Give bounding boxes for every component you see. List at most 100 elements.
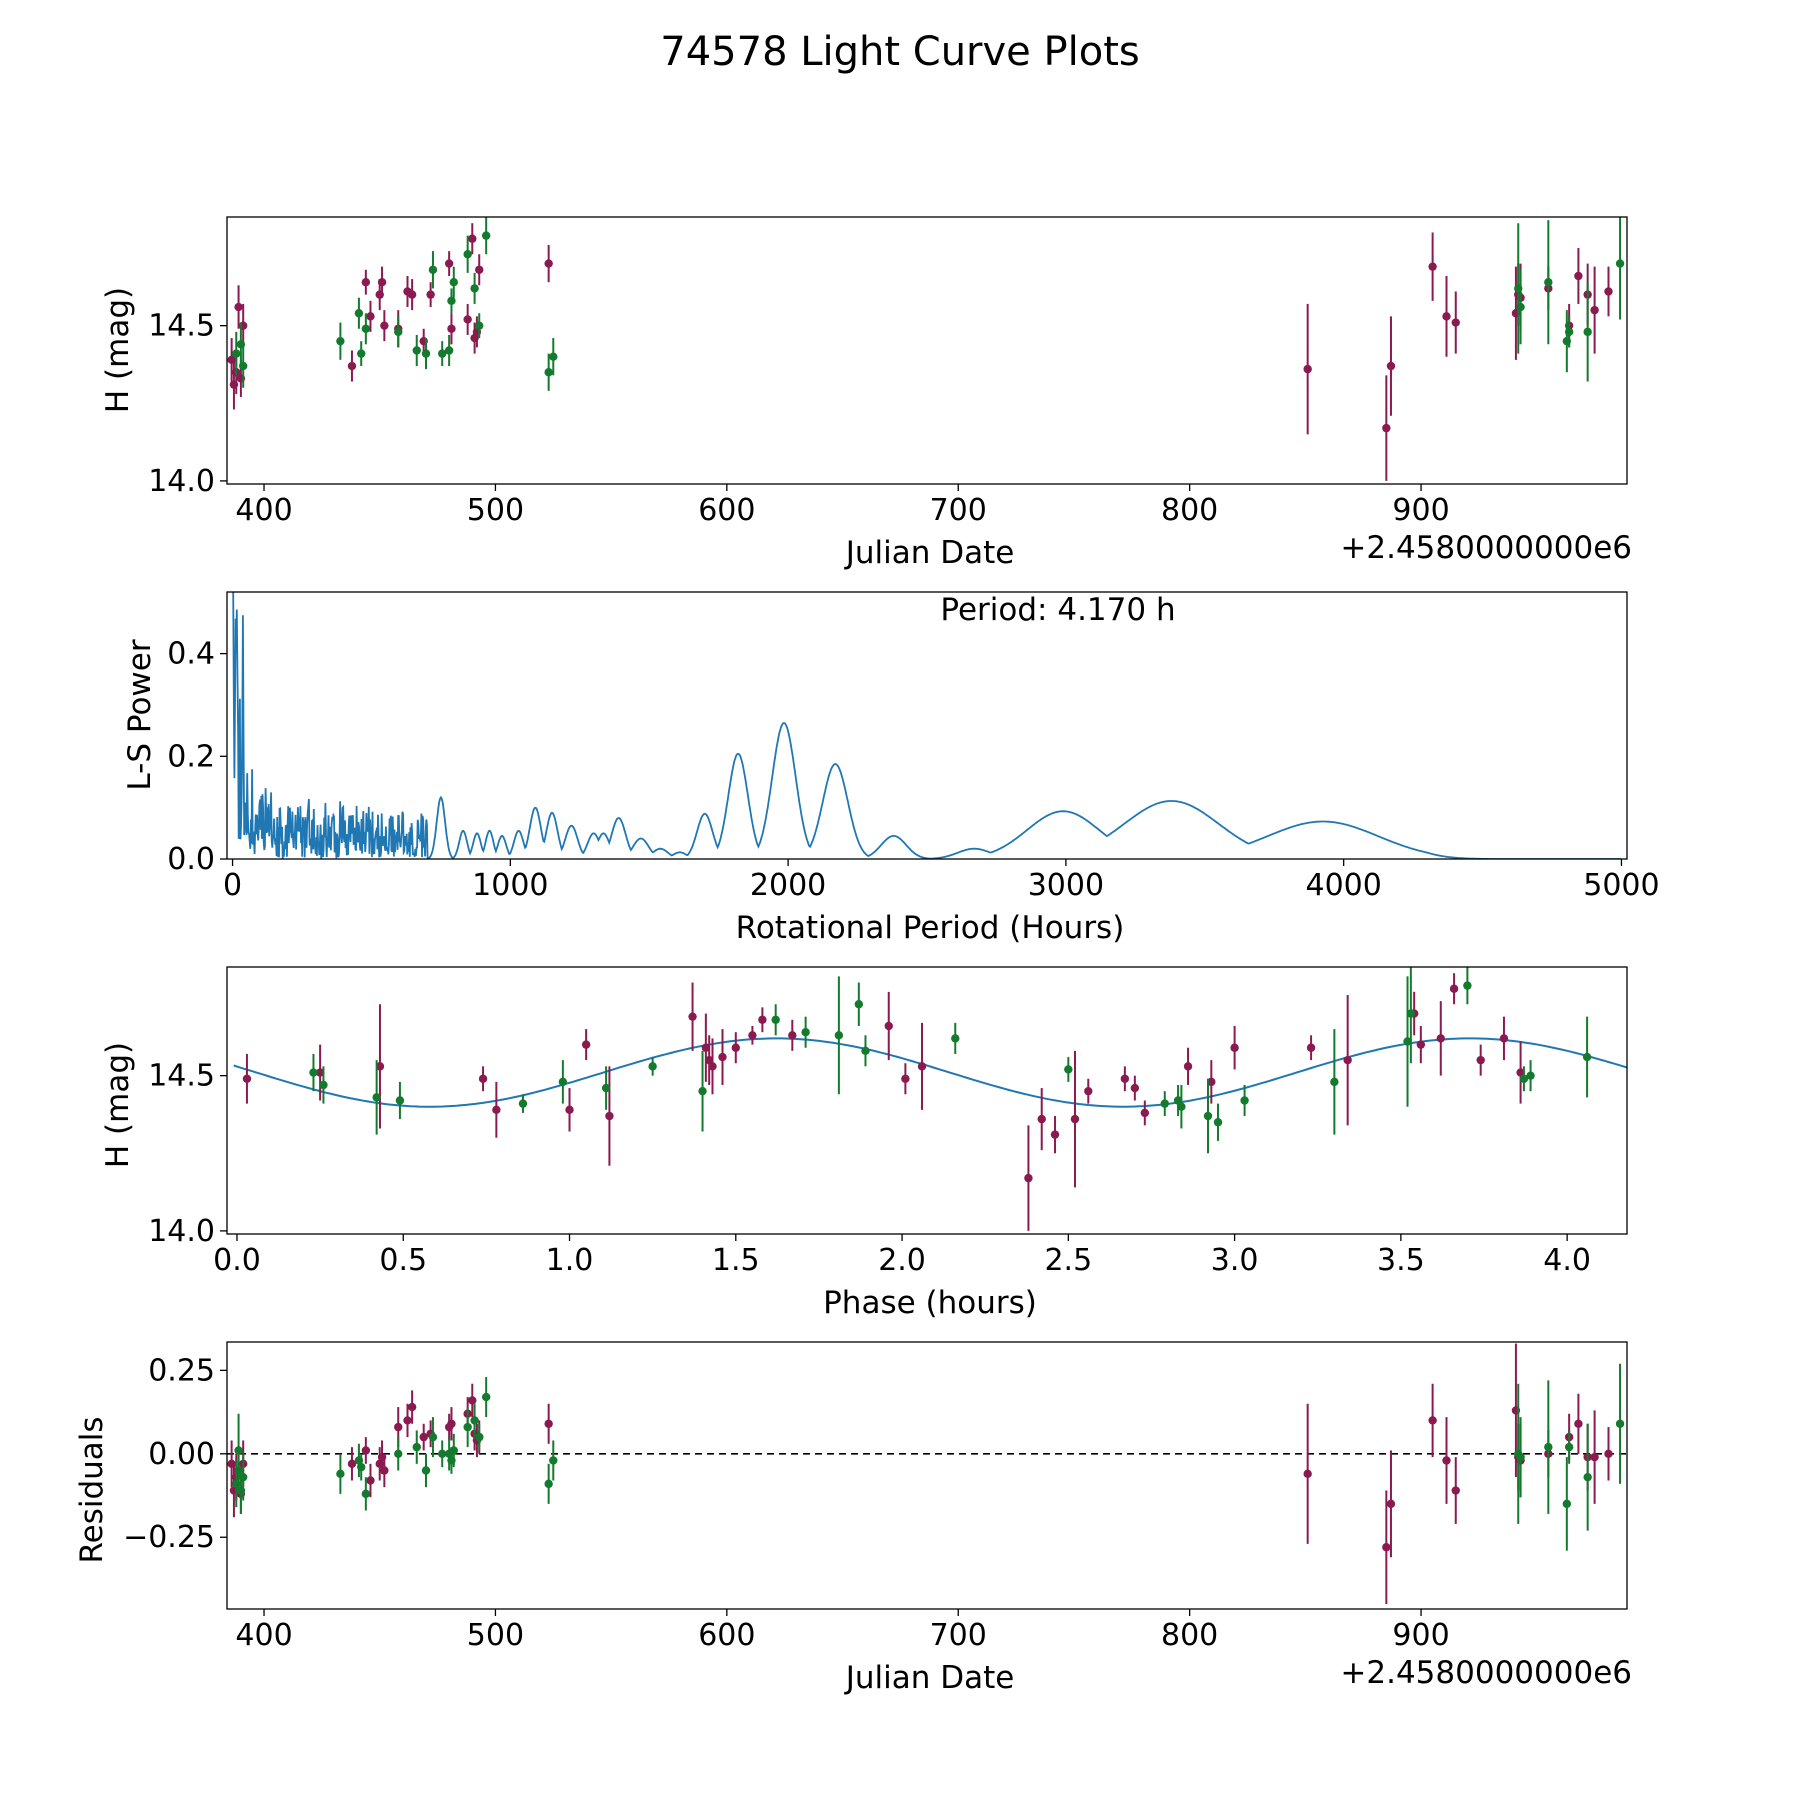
res-point-red	[447, 1419, 456, 1428]
ph-point-green	[372, 1093, 381, 1102]
lc-point-green	[1583, 327, 1592, 337]
lc-point-red	[468, 234, 477, 243]
lc-ytick-label: 14.5	[148, 309, 215, 344]
ph-xtick-label: 3.0	[1211, 1243, 1259, 1278]
residuals-offset-label: +2.4580000000e6	[1340, 1655, 1632, 1691]
res-ytick-label: 0.00	[148, 1437, 215, 1472]
periodogram-panel: L-S Power Rotational Period (Hours) Peri…	[122, 591, 1660, 946]
lc-xtick-label: 800	[1161, 493, 1218, 528]
figure-title: 74578 Light Curve Plots	[660, 29, 1139, 75]
ph-point-red	[605, 1111, 614, 1121]
light-curve-ylabel: H (mag)	[100, 287, 136, 413]
residuals-xlabel: Julian Date	[844, 1660, 1015, 1696]
ph-point-red	[688, 1012, 697, 1021]
ph-point-green	[951, 1034, 960, 1043]
res-point-red	[1590, 1452, 1599, 1462]
res-ytick-label: 0.25	[148, 1353, 215, 1388]
res-point-green	[549, 1456, 558, 1465]
res-point-green	[1615, 1419, 1625, 1428]
lc-point-red	[366, 312, 375, 321]
ph-point-red	[901, 1074, 910, 1083]
res-point-green	[238, 1472, 248, 1482]
ph-point-green	[558, 1077, 568, 1087]
lc-frame	[226, 216, 1628, 485]
res-point-red	[403, 1416, 412, 1425]
res-points	[227, 1343, 1625, 1604]
lc-point-green	[1544, 277, 1553, 287]
ph-point-green	[395, 1096, 405, 1105]
ph-xtick-label: 2.0	[878, 1243, 926, 1278]
ph-point-green	[834, 1031, 844, 1040]
lc-point-green	[481, 231, 491, 240]
lc-point-red	[1590, 305, 1599, 315]
ls-xtick-label: 5000	[1583, 868, 1659, 903]
ph-point-red	[242, 1074, 252, 1083]
res-point-green	[428, 1432, 438, 1442]
lc-point-red	[347, 361, 357, 371]
lc-point-green	[447, 296, 456, 306]
ph-point-red	[1024, 1173, 1033, 1183]
ph-xtick-label: 0.0	[213, 1243, 261, 1278]
lc-xtick-label: 900	[1392, 493, 1449, 528]
res-point-red	[394, 1422, 403, 1432]
lc-point-red	[1382, 423, 1391, 433]
ph-point-green	[1519, 1074, 1529, 1083]
ph-point-red	[718, 1052, 727, 1062]
ph-ytick-label: 14.5	[148, 1059, 215, 1094]
light-curve-offset-label: +2.4580000000e6	[1340, 530, 1632, 566]
res-xtick-label: 500	[467, 1618, 524, 1653]
ph-point-green	[698, 1086, 707, 1096]
ph-point-red	[701, 1043, 711, 1052]
res-point-red	[1303, 1469, 1312, 1479]
ph-point-red	[1070, 1114, 1080, 1124]
periodogram-line	[232, 592, 1621, 859]
lc-point-red	[1386, 361, 1396, 371]
ph-point-red	[1499, 1034, 1509, 1043]
period-annotation: Period: 4.170 h	[940, 592, 1175, 628]
lc-xtick-label: 500	[467, 493, 524, 528]
res-point-green	[447, 1456, 456, 1465]
lc-point-red	[444, 259, 454, 268]
res-point-green	[357, 1462, 366, 1472]
ph-point-green	[309, 1068, 318, 1077]
res-point-green	[1564, 1442, 1574, 1452]
res-point-red	[1428, 1416, 1437, 1425]
ph-point-red	[1230, 1043, 1239, 1052]
ph-point-green	[1403, 1037, 1412, 1046]
res-point-red	[1386, 1499, 1396, 1509]
res-point-red	[1451, 1486, 1460, 1495]
lc-point-red	[1604, 287, 1613, 296]
res-point-red	[1574, 1419, 1583, 1428]
ph-point-red	[1476, 1055, 1485, 1065]
ph-point-red	[1516, 1068, 1525, 1077]
ph-point-green	[1160, 1099, 1169, 1108]
lc-xtick-label: 600	[698, 493, 755, 528]
lc-point-red	[1442, 312, 1451, 321]
ph-point-green	[518, 1099, 528, 1108]
res-point-red	[1604, 1449, 1613, 1459]
ph-point-green	[861, 1046, 870, 1056]
ls-xtick-label: 0	[223, 868, 242, 903]
ph-point-green	[1173, 1096, 1183, 1105]
ls-xtick-label: 4000	[1305, 868, 1381, 903]
ph-point-red	[1183, 1062, 1193, 1071]
res-ytick-label: −0.25	[123, 1520, 215, 1555]
res-point-red	[419, 1432, 428, 1442]
ph-point-green	[1406, 1009, 1416, 1018]
res-point-green	[1583, 1472, 1592, 1482]
ph-point-green	[319, 1080, 328, 1090]
res-point-green	[412, 1442, 421, 1452]
lc-point-green	[444, 346, 454, 355]
lc-point-red	[380, 321, 389, 330]
res-xtick-label: 600	[698, 1618, 755, 1653]
lc-point-red	[426, 290, 435, 299]
lc-point-green	[1564, 327, 1574, 337]
res-xtick-label: 700	[930, 1618, 987, 1653]
ph-point-red	[1449, 984, 1459, 993]
lc-point-red	[1451, 318, 1460, 327]
ph-point-red	[565, 1105, 574, 1115]
ph-point-red	[917, 1062, 927, 1071]
lc-point-green	[544, 368, 553, 377]
periodogram-xlabel: Rotational Period (Hours)	[736, 910, 1125, 946]
res-xtick-label: 900	[1392, 1618, 1449, 1653]
